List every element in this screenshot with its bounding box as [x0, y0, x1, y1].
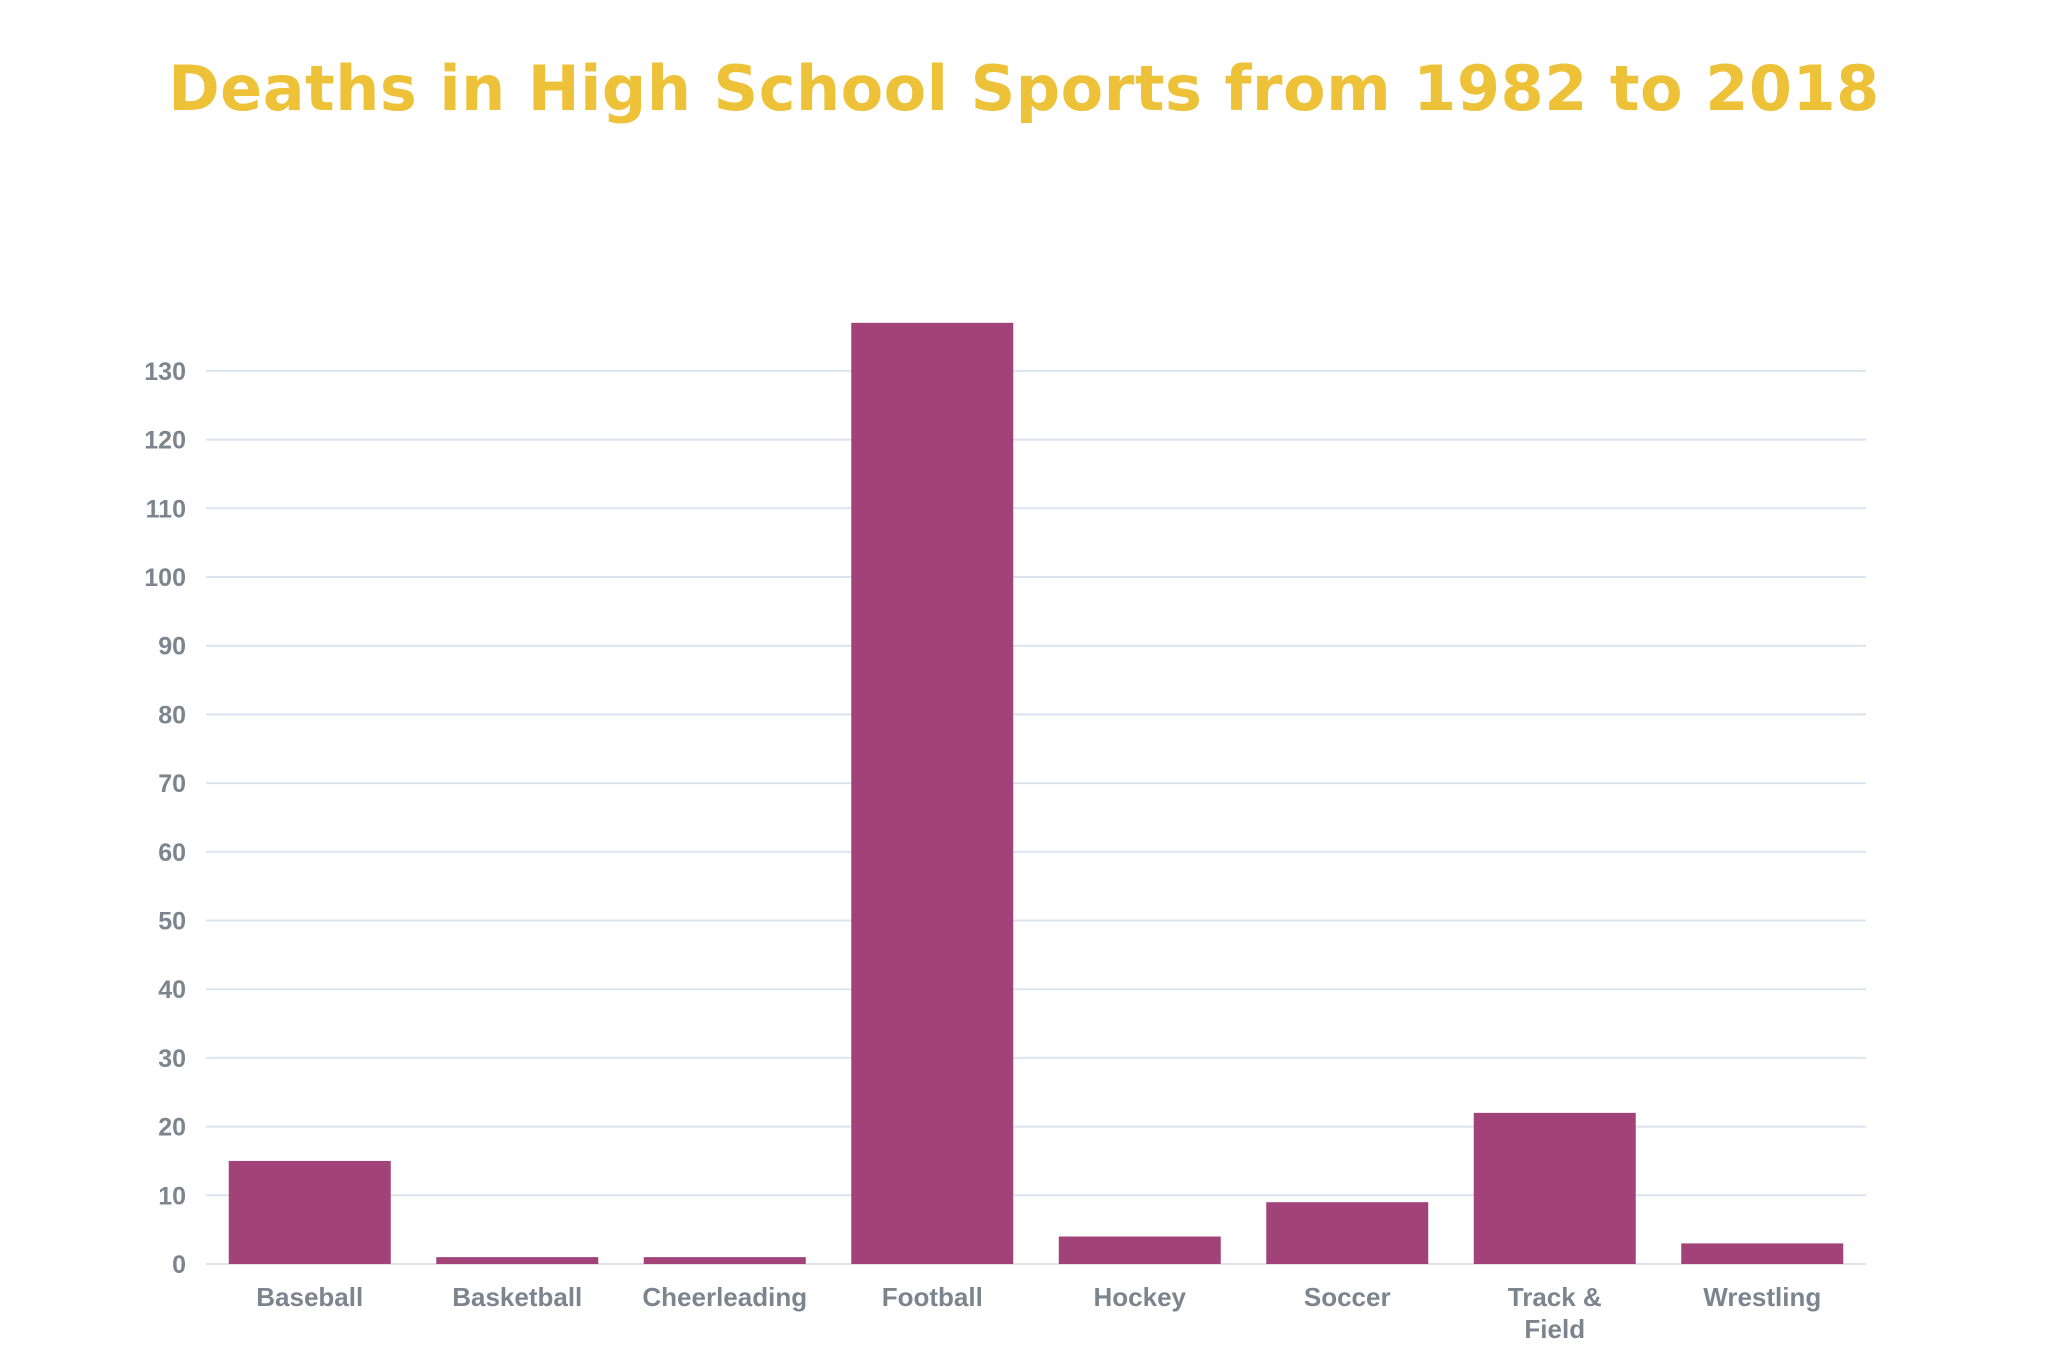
- chart-title: Deaths in High School Sports from 1982 t…: [168, 52, 1880, 125]
- y-tick-label-90: 90: [158, 633, 186, 661]
- y-tick-label-130: 130: [144, 358, 186, 386]
- bar-soccer: [1266, 1202, 1429, 1264]
- y-tick-label-120: 120: [144, 427, 186, 455]
- bar-football: [851, 322, 1014, 1264]
- x-tick-label-soccer: Soccer: [1304, 1282, 1391, 1312]
- x-tick-label-hockey: Hockey: [1094, 1282, 1187, 1312]
- y-tick-label-30: 30: [158, 1045, 186, 1073]
- y-tick-label-100: 100: [144, 564, 186, 592]
- y-tick-label-80: 80: [158, 701, 186, 729]
- y-axis-ticks: 0 10 20 30 40 50 60 70 80 90 100 110 120 130: [144, 358, 186, 1279]
- bar-track-field: [1473, 1112, 1636, 1264]
- bar-wrestling: [1681, 1243, 1844, 1264]
- y-tick-label-40: 40: [158, 976, 186, 1004]
- y-tick-label-50: 50: [158, 908, 186, 936]
- bars: [228, 322, 1844, 1264]
- x-tick-label-football: Football: [882, 1282, 983, 1312]
- bar-baseball: [228, 1160, 391, 1264]
- x-tick-label-wrestling: Wrestling: [1703, 1282, 1821, 1312]
- y-tick-label-60: 60: [158, 839, 186, 867]
- bar-basketball: [436, 1257, 599, 1264]
- y-tick-label-10: 10: [158, 1182, 186, 1210]
- x-tick-label-cheerleading: Cheerleading: [642, 1282, 807, 1312]
- y-tick-label-20: 20: [158, 1114, 186, 1142]
- y-tick-label-70: 70: [158, 770, 186, 798]
- bar-cheerleading: [643, 1257, 806, 1264]
- bar-hockey: [1058, 1236, 1221, 1264]
- x-tick-label-track-field: Track & Field: [1508, 1282, 1602, 1344]
- gridlines: [206, 369, 1866, 1265]
- x-axis-labels: Baseball Basketball Cheerleading Football Ho…: [256, 1282, 1821, 1344]
- y-tick-label-110: 110: [146, 495, 186, 523]
- x-tick-label-basketball: Basketball: [452, 1282, 582, 1312]
- x-tick-label-baseball: Baseball: [256, 1282, 363, 1312]
- y-tick-label-0: 0: [172, 1251, 186, 1279]
